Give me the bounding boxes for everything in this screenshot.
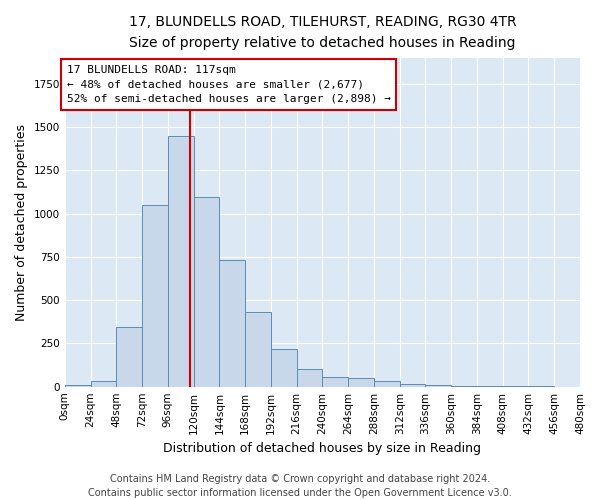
- Text: Contains HM Land Registry data © Crown copyright and database right 2024.
Contai: Contains HM Land Registry data © Crown c…: [88, 474, 512, 498]
- Bar: [348, 378, 374, 386]
- Y-axis label: Number of detached properties: Number of detached properties: [15, 124, 28, 320]
- Bar: [168, 136, 194, 386]
- Bar: [194, 197, 220, 386]
- Bar: [65, 385, 91, 386]
- Bar: [271, 350, 296, 387]
- Bar: [91, 380, 116, 386]
- Bar: [220, 260, 245, 386]
- Bar: [142, 205, 168, 386]
- Bar: [245, 312, 271, 386]
- Bar: [116, 327, 142, 386]
- Bar: [322, 376, 348, 386]
- Title: 17, BLUNDELLS ROAD, TILEHURST, READING, RG30 4TR
Size of property relative to de: 17, BLUNDELLS ROAD, TILEHURST, READING, …: [128, 15, 516, 50]
- Bar: [374, 382, 400, 386]
- Bar: [425, 384, 451, 386]
- Text: 17 BLUNDELLS ROAD: 117sqm
← 48% of detached houses are smaller (2,677)
52% of se: 17 BLUNDELLS ROAD: 117sqm ← 48% of detac…: [67, 64, 391, 104]
- X-axis label: Distribution of detached houses by size in Reading: Distribution of detached houses by size …: [163, 442, 481, 455]
- Bar: [400, 384, 425, 386]
- Bar: [296, 368, 322, 386]
